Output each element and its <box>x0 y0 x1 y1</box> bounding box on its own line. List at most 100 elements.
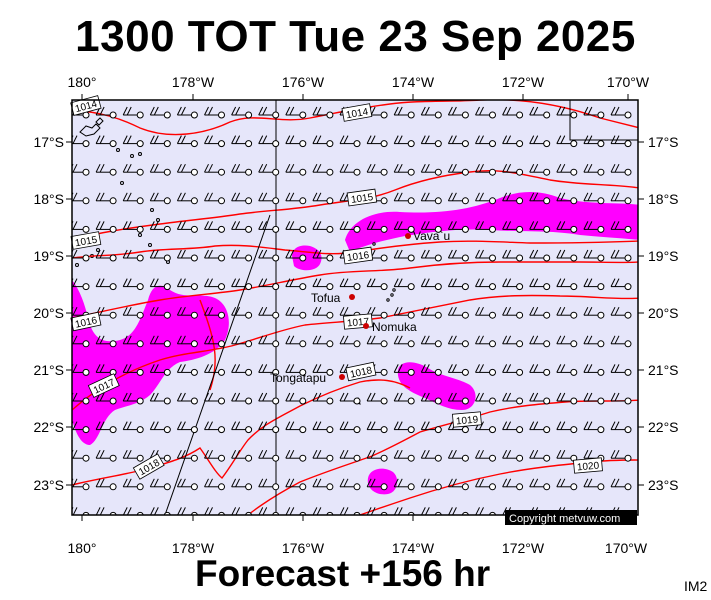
wind-barb <box>556 249 578 262</box>
wind-barb <box>502 392 524 405</box>
wind-barb <box>122 163 144 176</box>
wind-barb <box>529 278 551 291</box>
wind-barb <box>231 449 253 462</box>
wind-barb <box>610 106 632 119</box>
wind-barb <box>258 392 280 405</box>
wind-barb <box>583 106 605 119</box>
svg-text:1019: 1019 <box>456 415 480 428</box>
chart-title: 1300 TOT Tue 23 Sep 2025 <box>75 12 636 61</box>
wind-barb <box>529 421 551 434</box>
wind-barb <box>529 478 551 491</box>
wind-barb <box>95 421 117 434</box>
wind-barb <box>556 192 578 205</box>
wind-barb <box>393 478 415 491</box>
wind-barb <box>204 163 225 176</box>
wind-barb <box>258 249 280 262</box>
wind-barb <box>393 135 415 148</box>
wind-barb <box>420 335 442 348</box>
place-marker-tofua <box>349 294 355 300</box>
wind-barb <box>312 364 334 376</box>
wind-barb <box>176 478 198 491</box>
wind-barb <box>420 392 442 405</box>
wind-barb <box>420 221 442 233</box>
wind-barb <box>285 449 307 462</box>
wind-barb <box>231 163 253 176</box>
wind-barb <box>339 421 361 434</box>
wind-barb <box>556 306 578 319</box>
wind-barb <box>312 306 334 319</box>
wind-barb <box>204 449 225 462</box>
wind-barb <box>556 163 578 176</box>
lat-label-right: 20°S <box>648 305 679 321</box>
wind-barb <box>122 392 144 405</box>
wind-barb <box>204 306 225 319</box>
wind-barb <box>72 278 90 291</box>
wind-barb <box>393 163 415 176</box>
place-marker-tongatapu <box>339 374 345 380</box>
wind-barb <box>312 335 334 348</box>
copyright-text: Copyright metvuw.com <box>509 513 620 525</box>
wind-barb <box>339 335 361 348</box>
wind-barb <box>447 249 469 262</box>
wind-barb <box>447 192 469 205</box>
wind-barb <box>583 392 605 405</box>
wind-barb <box>204 421 225 434</box>
wind-barb <box>366 392 388 405</box>
wind-barb <box>529 221 551 233</box>
wind-barb <box>610 392 632 405</box>
wind-barb <box>285 163 307 176</box>
wind-barb <box>285 364 307 376</box>
wind-barb <box>312 421 334 434</box>
wind-barb <box>176 135 198 148</box>
wind-barb <box>420 249 442 262</box>
wind-barb <box>447 392 469 405</box>
wind-barb <box>393 278 415 291</box>
wind-barb <box>339 392 361 405</box>
wind-barb <box>366 278 388 291</box>
wind-barb <box>176 106 198 119</box>
image-code: IM2 <box>684 578 708 594</box>
isobar-label: 1015 <box>346 188 378 207</box>
wind-barb <box>285 392 307 405</box>
wind-barb <box>502 106 524 119</box>
map-frame <box>71 99 639 516</box>
wind-barb <box>258 478 280 491</box>
wind-barb <box>556 335 578 348</box>
wind-barb <box>475 364 496 376</box>
wind-barb <box>393 221 415 233</box>
wind-barb <box>258 135 280 148</box>
lat-label-left: 21°S <box>33 362 64 378</box>
wind-barb <box>176 278 198 291</box>
wind-barb <box>176 192 198 205</box>
wind-barb <box>583 335 605 348</box>
wind-barb <box>475 306 496 319</box>
lon-label-top: 178°W <box>172 74 215 90</box>
wind-barb <box>258 421 280 434</box>
lat-label-left: 22°S <box>33 419 64 435</box>
lon-label-bottom: 174°W <box>392 540 435 556</box>
wind-barb <box>610 449 632 462</box>
wind-barb <box>312 221 334 233</box>
wind-barb <box>312 278 334 291</box>
wind-barb <box>529 364 551 376</box>
wind-barb <box>583 306 605 319</box>
wind-barb <box>149 221 171 233</box>
lat-label-left: 23°S <box>33 477 64 493</box>
wind-barb <box>475 478 496 491</box>
forecast-hour-label: Forecast +156 hr <box>195 553 491 594</box>
wind-barb <box>502 449 524 462</box>
wind-barb <box>95 221 117 233</box>
svg-text:1015: 1015 <box>350 192 374 206</box>
lat-label-right: 18°S <box>648 191 679 207</box>
wind-barb <box>610 306 632 319</box>
wind-barb <box>393 392 415 405</box>
wind-barb <box>447 478 469 491</box>
wind-barb <box>231 392 253 405</box>
wind-barb <box>258 449 280 462</box>
rain-area-south <box>367 468 398 495</box>
wind-barb <box>176 221 198 233</box>
wind-barb <box>122 421 144 434</box>
wind-barb <box>258 306 280 319</box>
wind-barb <box>502 335 524 348</box>
wind-barb <box>72 135 90 148</box>
